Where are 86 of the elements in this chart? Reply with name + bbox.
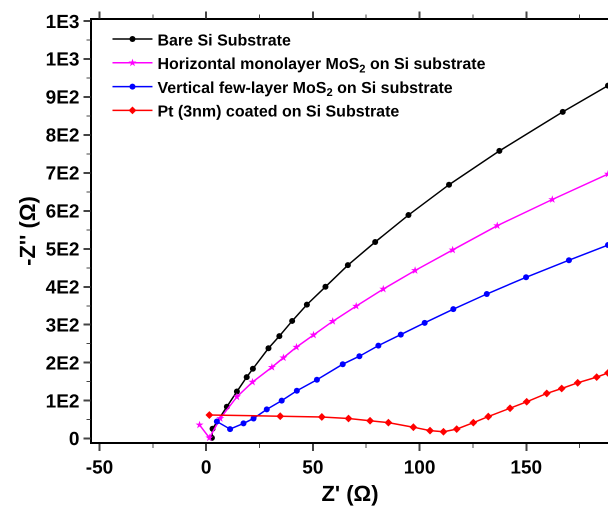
point [248, 378, 256, 386]
x-axis-title: Z' (Ω) [321, 480, 379, 506]
point [548, 195, 556, 203]
point [426, 426, 434, 435]
point [493, 221, 502, 230]
point [542, 390, 551, 398]
y-tick-label: 5E2 [46, 239, 80, 260]
y-tick-label: 2E2 [46, 353, 80, 374]
point [240, 420, 247, 426]
y-tick-label: 8E2 [46, 126, 80, 147]
point [566, 257, 572, 264]
point [446, 182, 452, 188]
point [484, 412, 492, 420]
y-tick-label: 3E2 [46, 315, 80, 336]
point [558, 384, 566, 392]
point [196, 420, 204, 428]
point [523, 274, 530, 280]
point [356, 353, 362, 360]
point [352, 302, 360, 310]
x-tick-label: -50 [86, 458, 114, 479]
point [276, 412, 284, 420]
point [379, 284, 388, 292]
point [268, 363, 276, 371]
point [227, 426, 234, 432]
point [560, 108, 566, 115]
point [205, 434, 214, 442]
point [375, 342, 382, 349]
point [310, 330, 318, 338]
y-tick-label: 1E3 [46, 12, 80, 33]
point [506, 404, 514, 412]
point [234, 388, 240, 395]
legend-label: Horizontal monolayer MoS$_{2}$ on Si substrate [157, 56, 486, 76]
point [205, 411, 214, 419]
y-tick-label: 0 [68, 429, 80, 450]
point [409, 423, 418, 432]
point [398, 332, 404, 338]
x-tick-label: 100 [404, 458, 436, 479]
point [276, 333, 282, 340]
x-tick-label: 150 [510, 458, 542, 479]
point [469, 418, 478, 427]
point [452, 425, 461, 433]
point [294, 388, 300, 394]
y-tick-label: 6E2 [46, 202, 80, 223]
point [344, 414, 352, 422]
point [574, 378, 582, 387]
point [244, 374, 250, 380]
point [232, 392, 241, 400]
point [278, 398, 285, 404]
point [318, 413, 326, 421]
y-tick-label: 9E2 [46, 88, 80, 109]
point [289, 318, 296, 324]
point [328, 317, 337, 325]
point [422, 320, 428, 326]
point [496, 148, 502, 154]
point [304, 302, 310, 308]
point [292, 342, 300, 351]
point [314, 376, 320, 383]
point [405, 212, 412, 218]
point [344, 262, 351, 268]
y-tick-label: 1E3 [46, 50, 80, 71]
y-tick-label: 7E2 [46, 164, 80, 185]
point [250, 366, 256, 372]
legend-label: Bare Si Substrate [157, 32, 291, 50]
point [411, 266, 420, 274]
point [366, 416, 374, 425]
y-axis-title: -Z'' (Ω) [14, 196, 40, 266]
point [592, 373, 601, 382]
point [450, 306, 456, 312]
x-tick-label: 0 [200, 458, 212, 479]
legend-label: Pt (3nm) coated on Si Substrate [157, 104, 400, 121]
point [340, 361, 346, 368]
y-tick-label: 1E2 [46, 391, 80, 412]
point [214, 418, 220, 425]
point [264, 406, 270, 412]
legend-label: Vertical few-layer MoS$_{2}$ on Si substrate [157, 80, 453, 100]
point [522, 398, 531, 406]
point [322, 284, 328, 290]
point [440, 428, 448, 436]
y-tick-label: 4E2 [46, 277, 80, 298]
point [384, 418, 392, 427]
point [448, 246, 457, 254]
point [265, 345, 272, 352]
point [372, 239, 378, 246]
point [484, 291, 490, 297]
x-tick-label: 50 [302, 458, 324, 479]
point [279, 354, 288, 362]
